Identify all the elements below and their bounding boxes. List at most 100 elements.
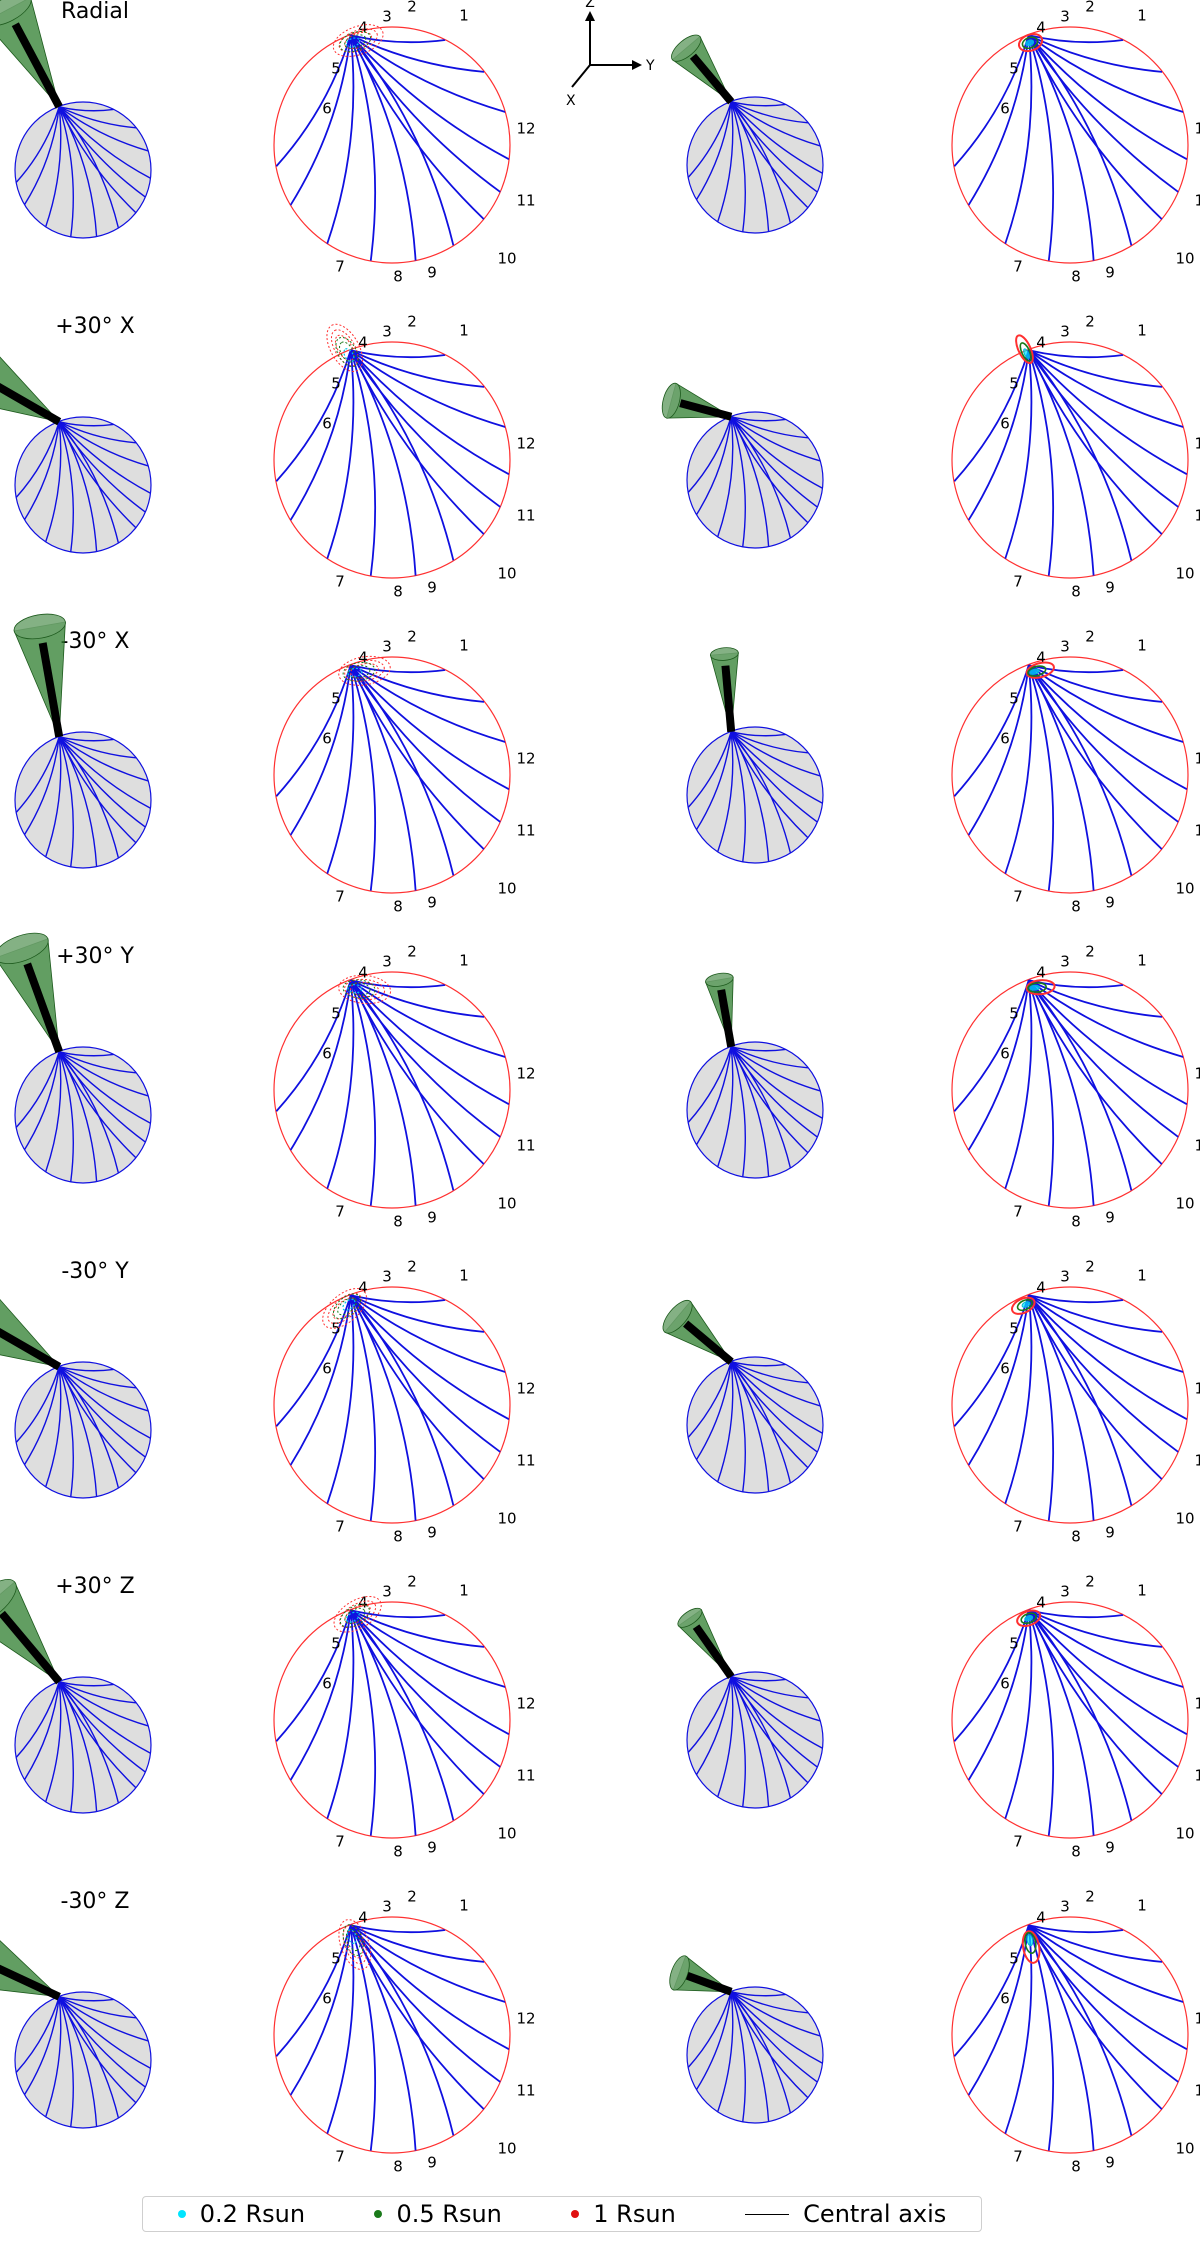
contour-1rsun [342, 1924, 367, 1965]
sphere-body [686, 1041, 824, 1179]
meridian-line [350, 1294, 506, 1373]
sphere-meridians [15, 1681, 151, 1812]
sector-number-label: 11 [1194, 822, 1200, 840]
meridian-line [349, 1609, 502, 1768]
sector-number-label: 2 [1085, 0, 1095, 16]
meridian-line [349, 1294, 417, 1521]
meridian-line [1027, 1609, 1095, 1836]
sector-number-label: 10 [1175, 2140, 1194, 2158]
sphere-meridians [687, 1991, 823, 2122]
meridian-line [687, 1361, 732, 1438]
meridian-line [350, 979, 506, 1058]
sector-number-label: 1 [459, 1582, 469, 1600]
meridian-line [349, 349, 417, 576]
sector-number-label: 2 [407, 1573, 417, 1591]
meridian-line [1027, 979, 1133, 1191]
contour-group [1025, 661, 1055, 679]
cone-shape [0, 1581, 61, 1683]
meridian-line [58, 1366, 137, 1389]
sector-number-label: 4 [358, 649, 368, 667]
cone-shape [0, 1940, 61, 1998]
sphere-meridians [687, 101, 823, 232]
meridian-line [350, 979, 485, 1018]
meridian-line [730, 731, 770, 862]
contour-1rsun [338, 655, 391, 686]
meridian-line [1027, 1609, 1055, 1836]
row-label: Radial [61, 0, 129, 24]
sector-number-label: 5 [1009, 60, 1019, 78]
z-arrow-icon [585, 11, 595, 21]
sector-number-label: 9 [427, 1839, 437, 1857]
sector-number-label: 4 [358, 964, 368, 982]
meridian-line [289, 1610, 352, 1781]
meridian-line [15, 1996, 60, 2073]
limb-circle [273, 971, 511, 1209]
sector-number-label: 11 [1194, 1137, 1200, 1155]
meridian-line [953, 1609, 1030, 1742]
contour-05rsun [1019, 342, 1032, 362]
meridian-line [1027, 349, 1095, 576]
sector-number-label: 3 [1060, 1268, 1070, 1286]
sphere-body [14, 1361, 152, 1499]
meridian-line [349, 664, 417, 891]
central-axis-line [683, 1320, 734, 1365]
meridian-line [953, 979, 1030, 1112]
meridian-line [275, 979, 352, 1112]
axes-triad: Z Y X [566, 0, 655, 109]
meridian-line [58, 1681, 74, 1812]
meridian-line [730, 416, 821, 462]
sphere-meridians [275, 34, 510, 261]
contour-05rsun [1024, 1931, 1037, 1954]
contour-02rsun [1029, 668, 1040, 675]
meridian-line [1028, 979, 1163, 1018]
meridian-line [350, 664, 506, 743]
limb-circle [951, 656, 1189, 894]
sector-number-label: 12 [1194, 120, 1200, 138]
sector-number-label: 7 [1013, 258, 1023, 276]
meridian-line [730, 101, 823, 174]
meridian-line [1027, 349, 1180, 508]
sector-number-label: 10 [1175, 880, 1194, 898]
sector-number-label: 8 [1071, 583, 1081, 601]
meridian-line [730, 1046, 821, 1092]
sector-number-label: 3 [382, 1268, 392, 1286]
limb-circle [273, 26, 511, 264]
contour-02rsun [1024, 1615, 1034, 1622]
cone-cap [705, 972, 734, 987]
meridian-line [695, 101, 732, 201]
meridian-line [15, 1681, 60, 1758]
meridian-line [1028, 664, 1124, 674]
sector-number-label: 3 [1060, 953, 1070, 971]
meridian-line [730, 1046, 809, 1069]
meridian-line [730, 1676, 770, 1807]
meridian-line [15, 736, 60, 813]
sphere-meridians [953, 34, 1188, 261]
sphere-body [686, 96, 824, 234]
sector-number-label: 10 [1175, 250, 1194, 268]
meridian-line [1028, 1609, 1188, 1735]
meridian-line [1028, 1294, 1124, 1304]
sector-number-label: 6 [322, 1675, 332, 1693]
meridian-line [730, 1046, 770, 1177]
sector-number-label: 11 [516, 1767, 535, 1785]
sector-number-label: 12 [516, 435, 535, 453]
sector-number-label: 12 [516, 120, 535, 138]
row-label: +30° Y [56, 944, 134, 969]
sector-number-label: 8 [1071, 1213, 1081, 1231]
central-axis-line [0, 382, 62, 426]
central-axis-line [689, 53, 735, 105]
sphere-meridians [275, 1294, 510, 1521]
cone-cap [669, 1955, 690, 1991]
meridian-line [349, 34, 455, 246]
meridian-line [695, 1676, 732, 1776]
meridian-line [59, 106, 114, 112]
meridian-line [350, 349, 485, 388]
meridian-line [730, 1676, 792, 1798]
meridian-line [350, 1924, 510, 2050]
meridian-line [289, 980, 352, 1151]
sector-number-label: 7 [1013, 573, 1023, 591]
meridian-line [1004, 1295, 1033, 1505]
sector-number-label: 11 [516, 822, 535, 840]
sector-number-label: 8 [1071, 1843, 1081, 1861]
